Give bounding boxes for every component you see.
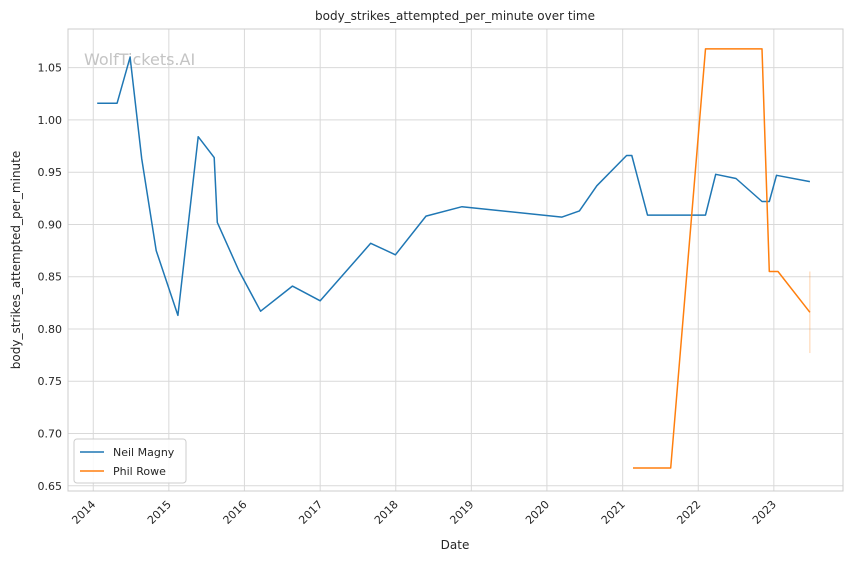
chart-title: body_strikes_attempted_per_minute over t… <box>315 9 595 23</box>
y-tick-label: 0.85 <box>38 271 63 284</box>
watermark: WolfTickets.AI <box>84 50 195 69</box>
series-line-neil-magny <box>97 56 811 317</box>
y-tick-label: 0.70 <box>38 428 63 441</box>
y-tick-label: 1.00 <box>38 114 63 127</box>
y-axis-label: body_strikes_attempted_per_minute <box>9 151 23 369</box>
legend-label-phil-rowe: Phil Rowe <box>113 465 166 478</box>
series-line-phil-rowe <box>633 48 811 469</box>
y-tick-label: 0.90 <box>38 218 63 231</box>
y-tick-labels: 0.65 0.70 0.75 0.80 0.85 0.90 0.95 1.00 1.05 <box>38 62 63 493</box>
y-tick-label: 0.65 <box>38 480 63 493</box>
series-lines <box>97 48 811 469</box>
y-tick-label: 1.05 <box>38 62 63 75</box>
x-axis-label: Date <box>441 538 470 552</box>
legend: Neil Magny Phil Rowe <box>73 438 187 484</box>
legend-label-neil-magny: Neil Magny <box>113 446 175 459</box>
legend-box <box>73 438 187 484</box>
plot-frame <box>67 28 844 492</box>
y-tick-label: 0.95 <box>38 166 63 179</box>
y-tick-label: 0.80 <box>38 323 63 336</box>
y-tick-label: 0.75 <box>38 375 63 388</box>
grid <box>68 29 843 491</box>
